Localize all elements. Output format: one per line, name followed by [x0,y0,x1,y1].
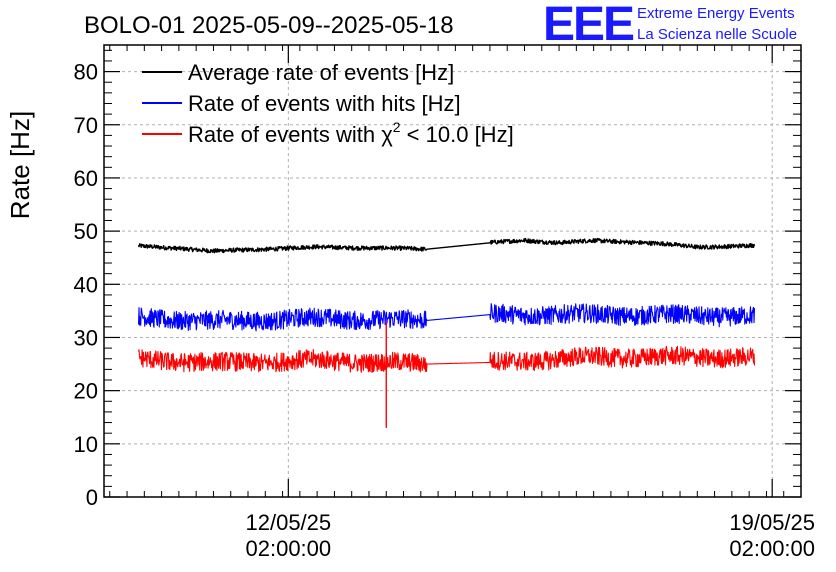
y-tick-label: 80 [74,60,98,85]
brand-line-2: La Scienza nelle Scuole [637,26,797,43]
y-tick-label: 60 [74,166,98,191]
tick-labels: 0102030405060708012/05/2502:00:0019/05/2… [74,60,816,561]
legend: Average rate of events [Hz] Rate of even… [142,60,514,147]
y-tick-label: 10 [74,432,98,457]
axis-ticks [104,45,802,498]
chart-title: BOLO-01 2025-05-09--2025-05-18 [84,12,454,39]
x-tick-label-date: 19/05/25 [729,510,815,535]
series-line-2 [138,345,756,373]
legend-label-average: Average rate of events [Hz] [188,60,454,85]
y-tick-label: 40 [74,272,98,297]
y-axis-label: Rate [Hz] [5,111,35,219]
legend-label-chi2: Rate of events with χ2 < 10.0 [Hz] [188,119,514,147]
x-tick-label-time: 02:00:00 [246,536,332,561]
y-tick-label: 70 [74,113,98,138]
legend-chi2-sup: 2 [393,119,401,135]
series-layer [137,237,756,428]
x-tick-label-time: 02:00:00 [729,536,815,561]
y-tick-label: 50 [74,219,98,244]
legend-chi2-tail: < 10.0 [Hz] [401,122,514,147]
y-tick-label: 0 [86,485,98,510]
y-tick-label: 20 [74,379,98,404]
x-tick-label-date: 12/05/25 [246,510,332,535]
eee-logo: EEE [543,0,634,51]
y-tick-label: 30 [74,325,98,350]
legend-chi2-main: Rate of events with χ [188,122,393,147]
grid-lines [104,45,801,497]
series-line-1 [138,303,756,332]
legend-label-hits: Rate of events with hits [Hz] [188,91,461,116]
series-line-0 [137,237,756,254]
plot-frame [103,44,802,498]
brand-line-1: Extreme Energy Events [637,5,795,22]
